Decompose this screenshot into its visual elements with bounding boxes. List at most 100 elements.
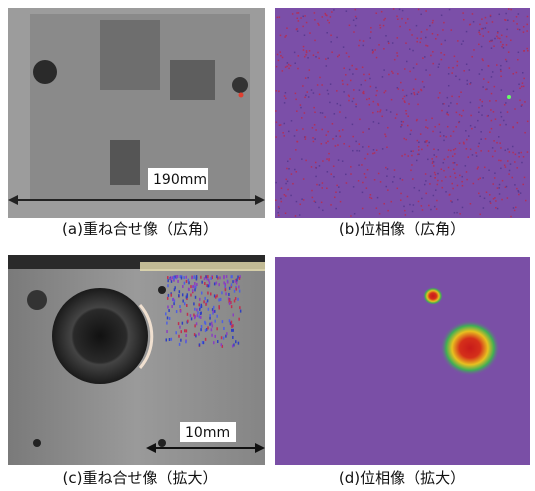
noise [330,41,332,43]
noise [456,164,458,166]
noise [348,56,350,58]
noise [359,89,361,91]
hot-edge [140,262,265,271]
noise [348,100,350,102]
noise [362,192,364,194]
panel-a: 190mm [8,8,265,218]
noise [405,22,407,24]
noise [218,298,220,301]
noise [430,209,432,211]
noise [193,314,195,317]
noise [167,297,169,300]
noise [466,171,468,173]
noise [184,329,186,332]
noise [485,138,487,140]
noise [342,80,344,82]
noise [339,130,341,132]
noise [359,119,361,121]
noise [214,320,216,323]
noise [420,89,422,91]
noise [209,281,211,284]
noise [199,298,201,301]
noise [497,187,499,189]
noise [198,333,200,336]
noise [521,162,523,164]
noise [462,207,464,209]
noise [462,40,464,42]
noise [178,335,180,338]
noise [200,328,202,331]
noise [481,69,483,71]
noise [418,146,420,148]
noise [290,195,292,197]
noise [171,305,173,308]
noise [515,207,517,209]
noise [295,99,297,101]
noise [282,57,284,59]
noise [506,61,508,63]
noise [199,308,201,311]
noise [211,334,213,337]
noise [302,128,304,130]
noise [292,13,294,15]
noise [188,281,190,284]
noise [433,154,435,156]
noise [417,93,419,95]
noise [300,17,302,19]
noise [435,174,437,176]
noise [505,102,507,104]
noise [514,108,516,110]
noise [348,95,350,97]
noise [494,86,496,88]
noise [409,71,411,73]
noise [443,170,445,172]
noise [402,89,404,91]
noise [479,24,481,26]
noise [476,155,478,157]
noise [523,86,525,88]
noise [362,92,364,94]
noise [420,133,422,135]
noise [297,30,299,32]
noise [374,152,376,154]
noise [199,343,201,346]
noise [404,101,406,103]
noise [287,161,289,163]
noise [182,293,184,296]
noise [440,132,442,134]
noise [385,35,387,37]
noise [287,189,289,191]
noise [456,212,458,214]
noise [275,200,277,202]
noise [362,146,364,148]
noise [207,284,209,287]
noise [392,72,394,74]
noise [353,89,355,91]
noise [335,135,337,137]
noise [385,167,387,169]
noise [469,24,471,26]
noise [432,63,434,65]
noise [306,52,308,54]
noise [359,40,361,42]
noise [443,140,445,142]
noise [291,120,293,122]
noise [472,154,474,156]
noise [223,327,225,330]
noise [321,129,323,131]
noise [495,200,497,202]
noise [518,52,520,54]
noise [329,22,331,24]
noise [412,150,414,152]
noise [355,9,357,11]
noise [485,27,487,29]
noise [384,18,386,20]
noise [236,288,238,291]
noise [503,47,505,49]
noise [299,204,301,206]
noise [322,112,324,114]
noise [521,86,523,88]
noise [326,65,328,67]
panel-b [275,8,530,218]
noise [327,141,329,143]
